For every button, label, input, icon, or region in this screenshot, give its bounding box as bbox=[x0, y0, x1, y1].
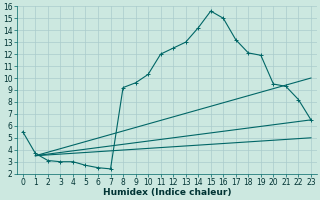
X-axis label: Humidex (Indice chaleur): Humidex (Indice chaleur) bbox=[103, 188, 231, 197]
